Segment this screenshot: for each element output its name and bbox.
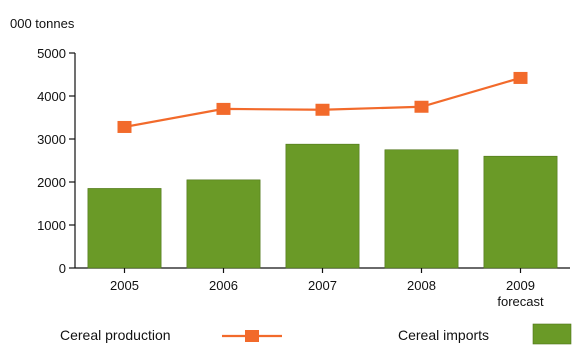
y-tick-label: 3000 (37, 132, 66, 147)
y-tick-label: 4000 (37, 89, 66, 104)
production-marker-2006 (216, 102, 231, 115)
production-marker-2008 (414, 100, 429, 113)
y-unit-label: 000 tonnes (10, 16, 75, 31)
y-tick-label: 2000 (37, 175, 66, 190)
production-marker-2007 (315, 103, 330, 116)
x-tick-label: 2009 (506, 278, 535, 293)
production-marker-2005 (117, 120, 132, 133)
y-tick-label: 1000 (37, 218, 66, 233)
x-tick-label: 2007 (308, 278, 337, 293)
ticks-layer: 0 1000 2000 3000 4000 5000 2005 2006 2007 2008 200… (37, 46, 544, 309)
y-tick-label: 0 (59, 261, 66, 276)
bar-2006 (186, 179, 261, 269)
legend: Cereal production Cereal imports (60, 323, 572, 345)
x-tick-label: 2005 (110, 278, 139, 293)
legend-label-production: Cereal production (60, 327, 171, 343)
x-tick-label: 2008 (407, 278, 436, 293)
legend-bar-swatch (532, 323, 572, 345)
x-tick-sublabel: forecast (497, 294, 544, 309)
bar-2009 (483, 155, 558, 269)
bars-layer (87, 143, 558, 269)
production-line (124, 76, 521, 129)
legend-marker-swatch (245, 330, 259, 342)
line-layer (117, 71, 528, 133)
production-marker-2009 (513, 71, 528, 84)
bar-2005 (87, 188, 162, 269)
y-tick-label: 5000 (37, 46, 66, 61)
x-tick-label: 2006 (209, 278, 238, 293)
bar-2008 (384, 149, 459, 269)
bar-2007 (285, 143, 360, 269)
legend-label-imports: Cereal imports (398, 327, 489, 343)
